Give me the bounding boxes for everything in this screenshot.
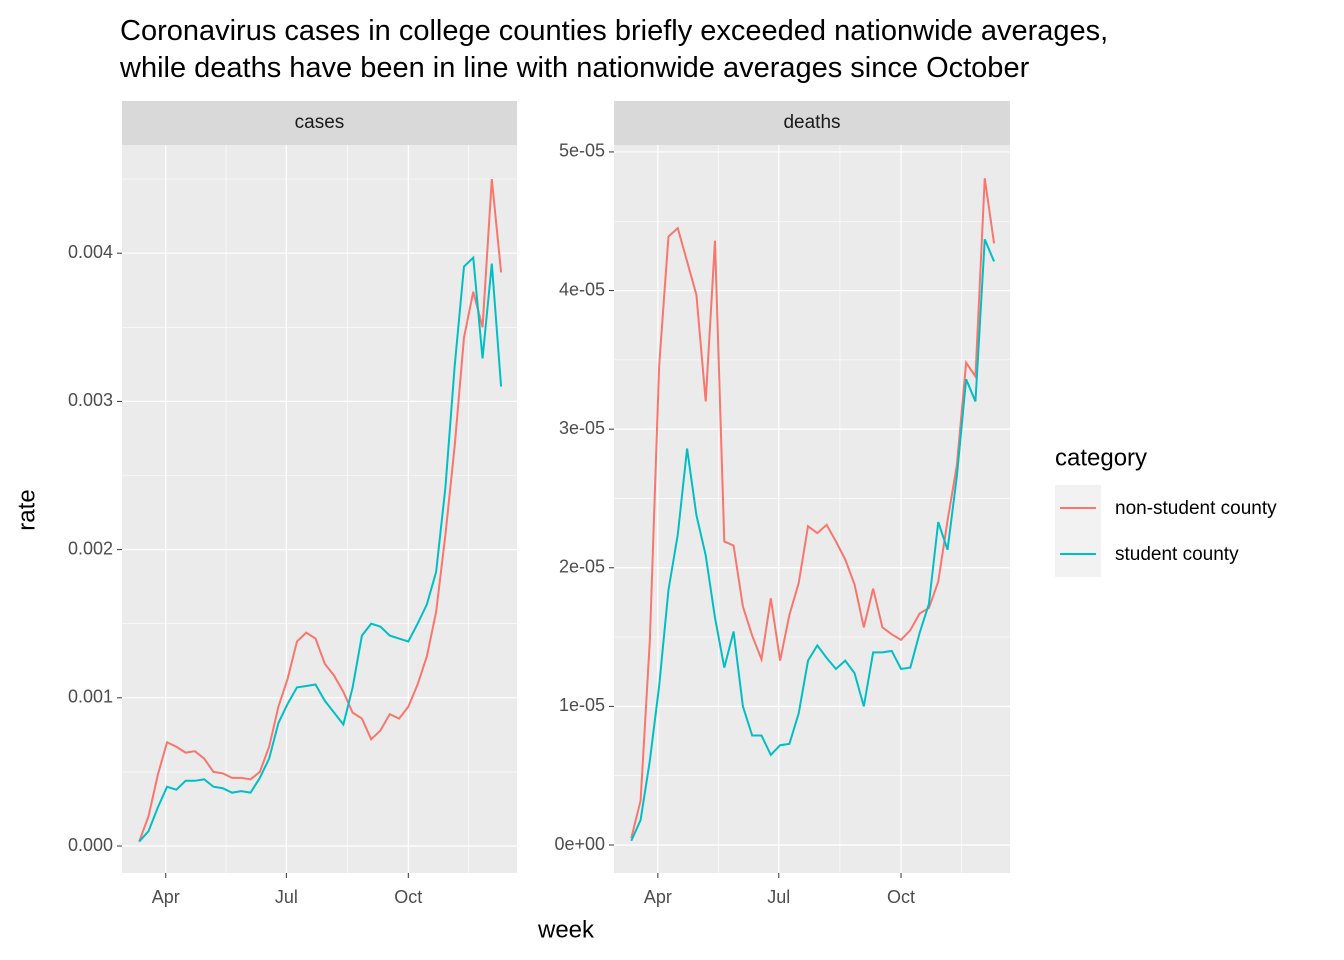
x-tick-label: Jul bbox=[767, 887, 790, 907]
y-tick-label: 0.003 bbox=[68, 390, 113, 410]
panel-background bbox=[122, 145, 517, 873]
data-line bbox=[138, 178, 503, 842]
x-tick-label: Oct bbox=[887, 887, 915, 907]
y-tick-label: 3e-05 bbox=[559, 418, 605, 438]
y-tick-label: 0.002 bbox=[68, 538, 113, 558]
x-tick-label: Apr bbox=[152, 887, 180, 907]
data-line bbox=[630, 238, 995, 842]
x-tick-label: Jul bbox=[275, 887, 298, 907]
y-tick-label: 2e-05 bbox=[559, 557, 605, 577]
chart-title: Coronavirus cases in college counties br… bbox=[120, 15, 1108, 47]
strip-label: deaths bbox=[783, 112, 840, 133]
y-tick-label: 0e+00 bbox=[554, 834, 605, 854]
data-line bbox=[138, 255, 503, 843]
y-axis-title: rate bbox=[13, 489, 40, 530]
strip-background bbox=[614, 101, 1010, 145]
strip-background bbox=[122, 101, 517, 145]
legend-title: category bbox=[1055, 444, 1147, 471]
x-tick-label: Apr bbox=[644, 887, 672, 907]
x-tick-label: Oct bbox=[394, 887, 422, 907]
data-line bbox=[630, 178, 996, 839]
y-tick-label: 1e-05 bbox=[559, 695, 605, 715]
y-tick-label: 4e-05 bbox=[559, 279, 605, 299]
x-axis-title: week bbox=[537, 916, 595, 943]
y-tick-label: 0.000 bbox=[68, 835, 113, 855]
y-tick-label: 5e-05 bbox=[559, 141, 605, 161]
chart-title: while deaths have been in line with nati… bbox=[119, 52, 1030, 84]
y-tick-label: 0.004 bbox=[68, 242, 113, 262]
strip-label: cases bbox=[295, 112, 345, 133]
y-tick-label: 0.001 bbox=[68, 687, 113, 707]
panel-background bbox=[614, 145, 1010, 873]
legend-label: student county bbox=[1115, 544, 1239, 565]
legend-label: non-student county bbox=[1115, 498, 1277, 519]
